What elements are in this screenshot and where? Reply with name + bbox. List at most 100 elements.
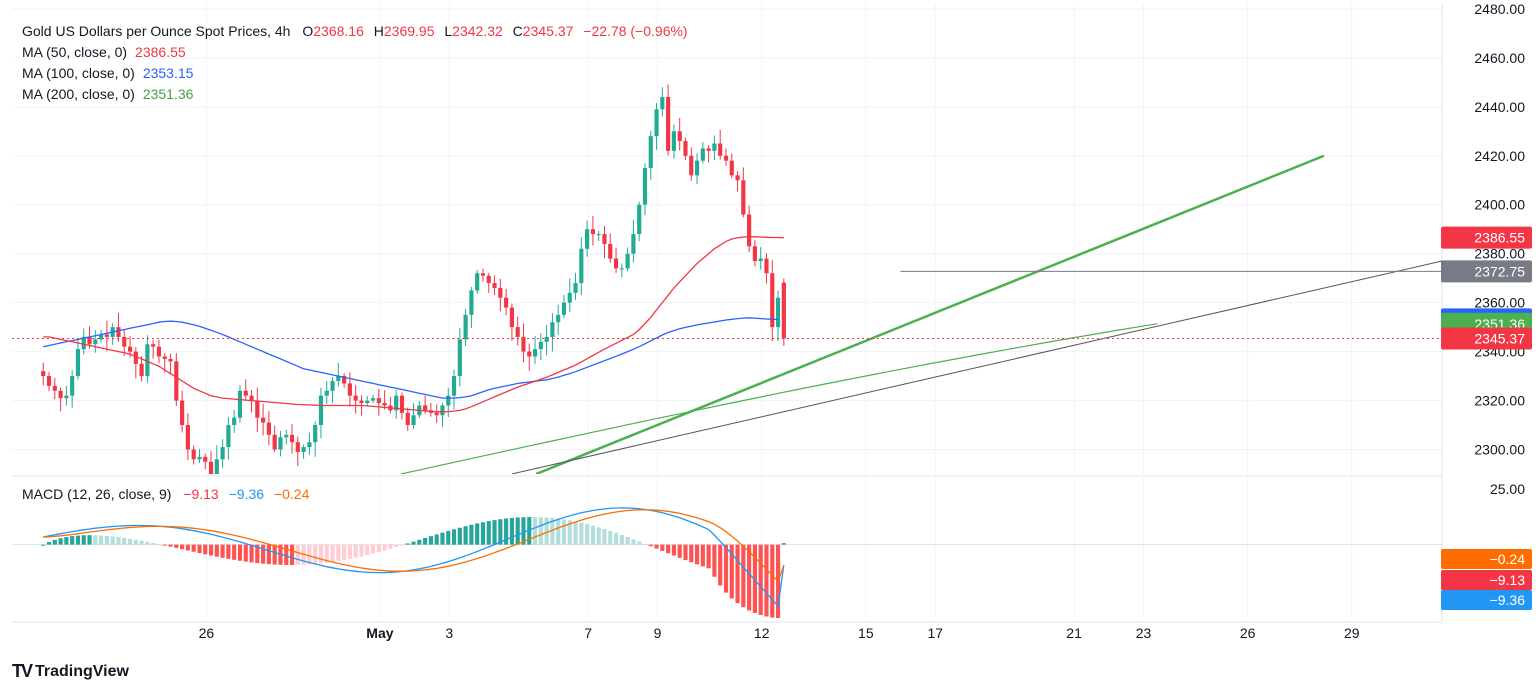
high-value: 2369.95 bbox=[383, 23, 435, 39]
macd-hist-bar bbox=[596, 527, 601, 545]
candle-down bbox=[122, 336, 127, 347]
candle-up bbox=[70, 376, 75, 396]
macd-signal-value: −9.36 bbox=[228, 486, 265, 502]
candle-up bbox=[544, 336, 549, 342]
macd-badge bbox=[1441, 549, 1532, 569]
candle-down bbox=[208, 461, 214, 474]
macd-hist-bar bbox=[660, 544, 665, 551]
candle-down bbox=[87, 336, 92, 345]
macd-hist-bar bbox=[613, 532, 619, 545]
macd-badge bbox=[1441, 570, 1532, 590]
candle-up bbox=[324, 390, 329, 396]
macd-hist-bar bbox=[214, 544, 219, 557]
macd-hist-bar bbox=[197, 544, 202, 554]
macd-hist-bar bbox=[237, 544, 243, 561]
macd-hist-bar bbox=[266, 544, 271, 565]
macd-hist-bar bbox=[532, 517, 538, 545]
macd-hist-bar bbox=[446, 530, 451, 545]
candle-down bbox=[359, 400, 364, 404]
symbol-title: Gold US Dollars per Ounce Spot Prices, 4… bbox=[22, 23, 291, 39]
candle-up bbox=[700, 148, 705, 161]
candle-up bbox=[561, 302, 567, 315]
high-label: H bbox=[373, 23, 384, 39]
macd-hist-bar bbox=[208, 544, 214, 556]
macd-hist-bar bbox=[689, 544, 694, 563]
macd-pane bbox=[12, 507, 1442, 618]
candle-down bbox=[590, 229, 595, 235]
candle-down bbox=[683, 141, 688, 156]
macd-hist-bar bbox=[122, 537, 127, 545]
macd-hist-bar bbox=[133, 539, 138, 545]
candle-down bbox=[498, 287, 503, 298]
macd-hist-bar bbox=[411, 541, 416, 545]
candle-down bbox=[492, 283, 497, 288]
close-label: C bbox=[512, 23, 523, 39]
macd-hist-bar bbox=[515, 517, 520, 545]
candle-up bbox=[775, 297, 781, 328]
candle-up bbox=[660, 97, 665, 110]
candle-down bbox=[723, 155, 729, 161]
candle-up bbox=[457, 339, 462, 377]
price-tick-label: 2300.00 bbox=[1474, 442, 1525, 458]
macd-hist-bar bbox=[116, 537, 121, 545]
candle-down bbox=[376, 398, 381, 404]
macd-hist-bar bbox=[434, 534, 439, 545]
macd-hist-bar bbox=[324, 544, 329, 563]
ma200-value: 2351.36 bbox=[142, 86, 194, 102]
candles bbox=[41, 84, 786, 474]
price-tick-label: 2480.00 bbox=[1474, 1, 1525, 17]
macd-hist-bar bbox=[52, 539, 57, 545]
macd-hist-bar bbox=[602, 529, 607, 545]
candle-down bbox=[747, 214, 752, 247]
macd-hist-bar bbox=[723, 544, 729, 593]
candle-down bbox=[764, 258, 769, 274]
price-tick-label: 2360.00 bbox=[1474, 295, 1525, 311]
macd-hist-bar bbox=[295, 544, 300, 565]
candle-up bbox=[75, 349, 81, 377]
price-badge bbox=[1441, 327, 1532, 350]
macd-hist-bar bbox=[191, 544, 196, 552]
low-label: L bbox=[444, 23, 453, 39]
macd-hist-bar bbox=[492, 520, 497, 545]
time-tick-label: 23 bbox=[1136, 625, 1152, 641]
candle-down bbox=[666, 97, 671, 151]
macd-hist-bar bbox=[110, 536, 115, 545]
ma50-legend[interactable]: MA (50, close, 0) 2386.55 bbox=[22, 43, 192, 61]
macd-hist-bar bbox=[347, 544, 352, 559]
ma200-legend[interactable]: MA (200, close, 0) 2351.36 bbox=[22, 85, 199, 103]
macd-badge-label: −9.36 bbox=[1490, 592, 1526, 608]
candle-down bbox=[249, 395, 254, 401]
macd-hist-bar bbox=[677, 544, 682, 558]
macd-hist-bar bbox=[729, 544, 734, 599]
macd-hist-bar bbox=[469, 524, 474, 545]
macd-hist-bar bbox=[81, 535, 86, 545]
candle-up bbox=[631, 234, 636, 254]
open-value: 2368.16 bbox=[313, 23, 364, 39]
ma100-legend[interactable]: MA (100, close, 0) 2353.15 bbox=[22, 64, 199, 82]
candle-down bbox=[770, 273, 775, 328]
macd-legend[interactable]: MACD (12, 26, close, 9) −9.13 −9.36 −0.2… bbox=[22, 485, 315, 503]
macd-hist-bar bbox=[694, 544, 700, 565]
candle-down bbox=[509, 307, 514, 328]
time-tick-label: 7 bbox=[584, 625, 592, 641]
candle-up bbox=[556, 314, 561, 323]
candle-up bbox=[81, 336, 86, 350]
macd-hist-bar bbox=[590, 525, 595, 545]
candle-down bbox=[127, 346, 133, 352]
ma50-line bbox=[43, 236, 784, 413]
macd-hist-bar bbox=[683, 544, 688, 561]
macd-hist-bar bbox=[342, 544, 347, 561]
candle-down bbox=[116, 327, 121, 337]
overlay-lines bbox=[43, 154, 1442, 474]
time-tick-label: 9 bbox=[654, 625, 662, 641]
price-badge-label: 2386.55 bbox=[1474, 230, 1525, 246]
macd-hist-bar bbox=[735, 544, 740, 604]
ma100-value: 2353.15 bbox=[142, 65, 194, 81]
tradingview-logo[interactable]: TV TradingView bbox=[12, 661, 129, 682]
macd-hist-bar bbox=[781, 543, 786, 545]
time-tick-label: 17 bbox=[927, 625, 943, 641]
symbol-legend: Gold US Dollars per Ounce Spot Prices, 4… bbox=[22, 22, 694, 40]
candle-down bbox=[608, 243, 613, 259]
